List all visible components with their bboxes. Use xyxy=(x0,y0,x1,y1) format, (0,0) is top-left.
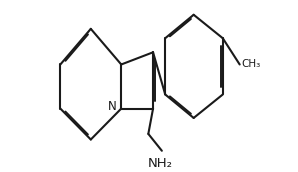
Text: N: N xyxy=(108,100,117,113)
Text: CH₃: CH₃ xyxy=(242,60,261,69)
Text: NH₂: NH₂ xyxy=(148,158,173,170)
